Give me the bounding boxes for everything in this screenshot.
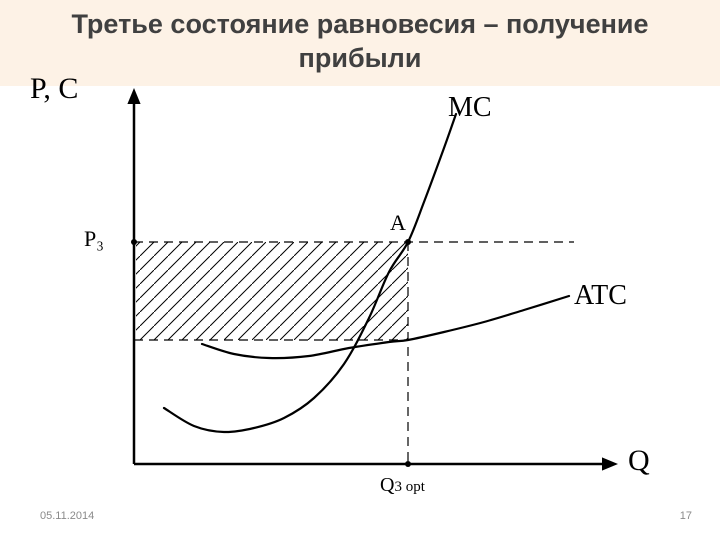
- x-axis-label: Q: [628, 444, 650, 478]
- y-axis-label: P, C: [30, 72, 78, 106]
- economics-diagram: P, C Q MC ATC P₃ A Q3 opt: [14, 74, 674, 514]
- slide-title: Третье состояние равновесия – получение …: [0, 0, 720, 86]
- footer-page-number: 17: [680, 510, 692, 522]
- point-a-label: A: [390, 210, 406, 236]
- atc-label: ATC: [574, 280, 627, 312]
- p3-label: P₃: [84, 226, 104, 252]
- footer-date: 05.11.2014: [40, 510, 94, 522]
- slide: Третье состояние равновесия – получение …: [0, 0, 720, 540]
- mc-label: MC: [448, 92, 492, 124]
- q3opt-label: Q3 opt: [380, 474, 425, 497]
